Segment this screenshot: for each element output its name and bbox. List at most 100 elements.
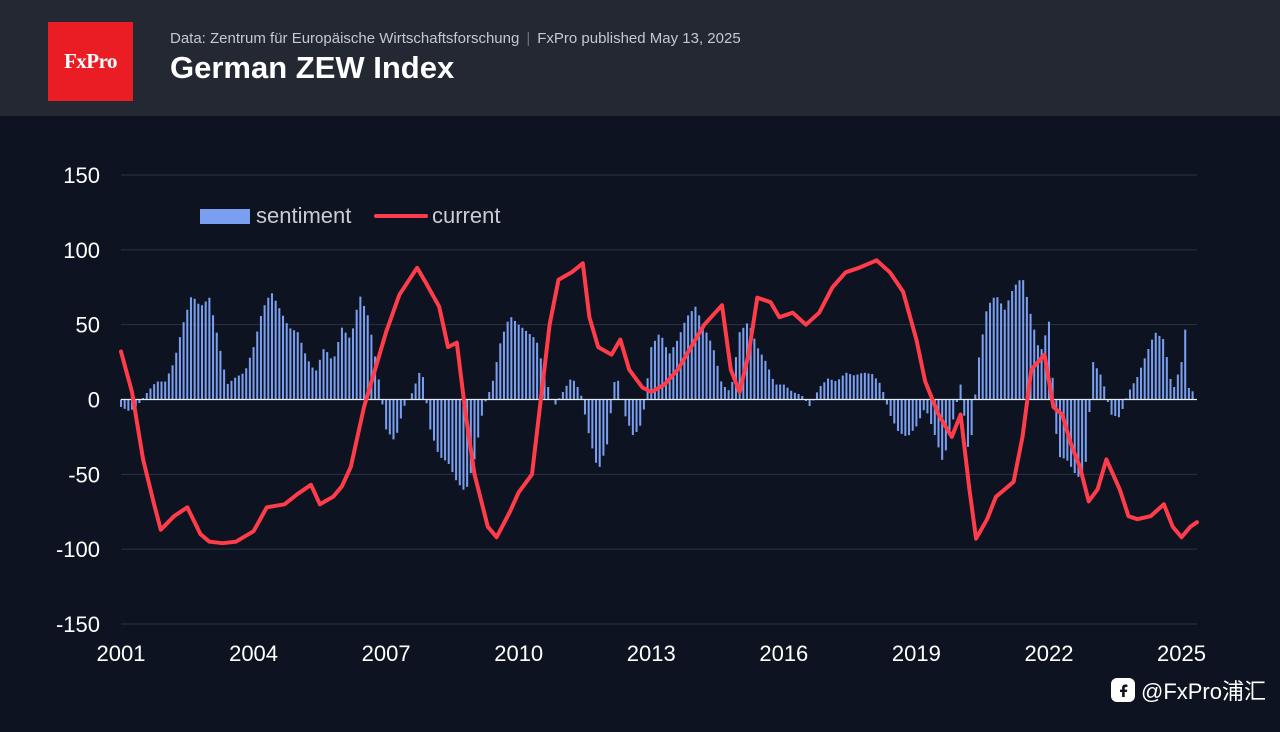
watermark: @FxPro浦汇 <box>1110 674 1266 706</box>
sentiment-bar <box>753 338 756 400</box>
sentiment-bar <box>499 343 502 400</box>
sentiment-bar <box>208 297 211 400</box>
sentiment-bar <box>731 382 734 400</box>
sentiment-bar <box>197 303 200 400</box>
sentiment-bar <box>904 399 907 436</box>
zew-chart: 150 100 50 0 -50 -100 -150 2001 2004 2007 2010 201… <box>56 163 1206 666</box>
sentiment-bar <box>164 381 167 400</box>
sentiment-bar <box>926 399 929 414</box>
sentiment-bar <box>786 387 789 400</box>
sentiment-bar <box>723 387 726 400</box>
sentiment-bar <box>1003 309 1006 400</box>
sentiment-bar <box>653 340 656 400</box>
sentiment-bar <box>941 399 944 460</box>
sentiment-bar <box>966 399 969 447</box>
sentiment-bar <box>952 399 955 420</box>
sentiment-bar <box>911 399 914 431</box>
sentiment-bar <box>1151 339 1154 400</box>
sentiment-bar <box>359 296 362 400</box>
sentiment-bar <box>1029 313 1032 400</box>
sentiment-bar <box>705 332 708 400</box>
sentiment-bar <box>569 379 572 400</box>
published-date: FxPro published May 13, 2025 <box>537 30 741 47</box>
sentiment-bar <box>1018 280 1021 400</box>
sentiment-bar <box>366 315 369 400</box>
sentiment-bar <box>893 399 896 424</box>
sentiment-bar <box>720 381 723 400</box>
sentiment-bar <box>1088 399 1091 412</box>
sentiment-bar <box>834 381 837 400</box>
x-tick-label: 2019 <box>892 641 941 666</box>
sentiment-bar <box>333 356 336 400</box>
sentiment-bar <box>119 399 123 407</box>
sentiment-bar <box>1136 377 1139 400</box>
sentiment-bar <box>885 399 888 405</box>
sentiment-bar <box>930 399 933 424</box>
sentiment-bar <box>819 386 822 400</box>
sentiment-bar <box>628 399 631 426</box>
sentiment-bar <box>661 337 664 400</box>
sentiment-bar <box>852 375 855 400</box>
sentiment-bar <box>348 337 351 400</box>
sentiment-bar <box>484 399 487 402</box>
sentiment-bar <box>256 331 259 400</box>
sentiment-bar <box>830 379 833 400</box>
sentiment-bar <box>900 399 903 434</box>
source-line: Data: Zentrum für Europäische Wirtschaft… <box>170 30 741 47</box>
sentiment-bar <box>300 342 303 400</box>
y-tick-label: -100 <box>56 537 100 562</box>
watermark-text: @FxPro浦汇 <box>1140 679 1266 704</box>
sentiment-bar <box>1022 280 1025 400</box>
sentiment-bar <box>1117 399 1120 418</box>
sentiment-bar <box>996 297 999 400</box>
sentiment-bar <box>701 324 704 400</box>
sentiment-bar <box>226 383 229 400</box>
sentiment-bar <box>436 399 439 452</box>
sentiment-bar <box>212 315 215 400</box>
x-tick-label: 2022 <box>1024 641 1073 666</box>
sentiment-bar <box>293 330 296 400</box>
sentiment-bar <box>189 297 192 400</box>
sentiment-bar <box>245 368 248 400</box>
sentiment-bar <box>462 399 465 490</box>
sentiment-bar <box>410 393 413 400</box>
sentiment-bar <box>1103 386 1106 400</box>
sentiment-bar <box>863 372 866 400</box>
sentiment-bar <box>458 399 461 486</box>
sentiment-bar <box>270 293 273 400</box>
sentiment-bar <box>182 322 185 400</box>
sentiment-bar <box>1162 339 1165 400</box>
sentiment-bar <box>808 399 811 406</box>
sentiment-bar <box>981 334 984 400</box>
sentiment-bar <box>874 378 877 400</box>
sentiment-bar <box>532 337 535 400</box>
y-tick-labels: 150 100 50 0 -50 -100 -150 <box>56 163 100 637</box>
x-tick-label: 2007 <box>362 641 411 666</box>
sentiment-bar <box>955 399 958 402</box>
sentiment-bar <box>241 373 244 400</box>
sentiment-bar <box>933 399 936 435</box>
sentiment-bar <box>709 340 712 400</box>
sentiment-bar <box>687 315 690 400</box>
sentiment-bar <box>322 349 325 400</box>
y-tick-label: 100 <box>63 238 100 263</box>
sentiment-bar <box>1173 387 1176 400</box>
sentiment-bar <box>167 373 170 400</box>
sentiment-bar <box>598 399 601 467</box>
sentiment-bar <box>561 392 564 400</box>
sentiment-bar <box>156 381 159 400</box>
sentiment-bar <box>587 399 590 434</box>
sentiment-bar <box>521 327 524 400</box>
sentiment-bar <box>223 369 226 400</box>
sentiment-bar <box>882 392 885 400</box>
sentiment-bar <box>889 399 892 416</box>
sentiment-bar <box>344 332 347 400</box>
sentiment-bar <box>716 365 719 400</box>
sentiment-bar <box>576 387 579 400</box>
sentiment-bar <box>447 399 450 464</box>
sentiment-bar <box>311 367 314 400</box>
sentiment-bar <box>712 350 715 400</box>
sentiment-bar <box>418 372 421 400</box>
sentiment-bar <box>525 330 528 400</box>
sentiment-bar <box>606 399 609 445</box>
